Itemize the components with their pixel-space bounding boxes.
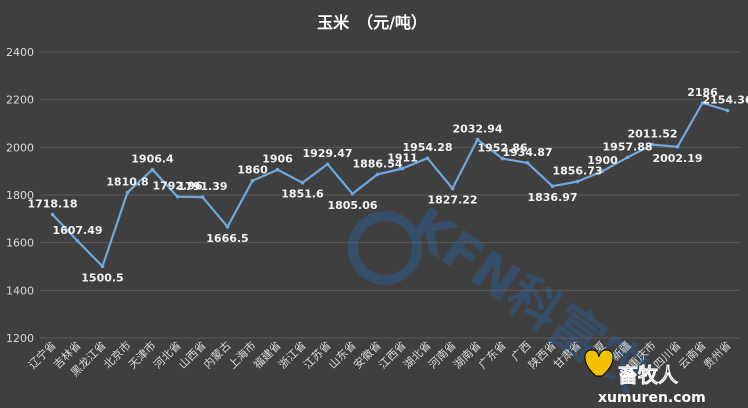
y-tick-label: 1400 <box>6 284 34 297</box>
heart-logo-icon <box>584 349 614 377</box>
data-label: 1911 <box>387 152 418 165</box>
y-tick-label: 2400 <box>6 46 34 59</box>
y-tick-label: 1800 <box>6 189 34 202</box>
corner-logo: 畜牧人 xumuren.com <box>584 349 706 406</box>
data-point <box>550 184 555 188</box>
data-point <box>600 169 605 173</box>
data-label: 2002.19 <box>652 152 702 165</box>
data-point <box>375 172 380 177</box>
data-point <box>450 186 455 191</box>
data-label: 2032.94 <box>452 122 502 135</box>
x-tick-label: 湖北省 <box>401 339 434 372</box>
data-label: 1792.96 <box>152 180 202 193</box>
data-point <box>250 178 255 183</box>
y-axis: 1200 1400 1600 1800 2000 2200 2400 <box>6 46 34 345</box>
data-label: 1934.87 <box>502 146 552 159</box>
data-point <box>75 239 80 243</box>
data-label: 1851.6 <box>281 188 324 201</box>
data-point <box>425 156 430 161</box>
data-point <box>100 264 105 269</box>
x-tick-label: 云南省 <box>676 339 709 372</box>
data-point <box>400 166 405 171</box>
y-tick-label: 1200 <box>6 332 34 345</box>
data-point <box>125 190 130 195</box>
data-label: 1791.39 <box>177 180 227 193</box>
y-tick-label: 1600 <box>6 237 34 250</box>
x-tick-label: 河南省 <box>426 339 459 372</box>
x-tick-label: 广东省 <box>476 339 509 372</box>
x-tick-label: 内蒙古 <box>200 338 233 371</box>
data-label: 1607.49 <box>52 224 102 237</box>
data-label: 1906.4 <box>131 153 174 166</box>
data-label: 1500.5 <box>81 271 123 284</box>
data-label: 1952.86 <box>477 142 527 155</box>
data-point <box>50 212 55 217</box>
x-tick-label: 浙江省 <box>276 339 309 372</box>
data-point <box>625 155 630 160</box>
x-tick-label: 河北省 <box>151 339 184 372</box>
data-label: 1929.47 <box>302 147 352 160</box>
data-point <box>150 167 155 172</box>
corner-url: xumuren.com <box>598 390 706 406</box>
chart-title: 玉米 （元/吨） <box>317 13 427 32</box>
grid <box>40 51 740 339</box>
data-label: 2154.36 <box>702 94 748 107</box>
data-label: 1805.06 <box>327 199 377 212</box>
data-label: 1836.97 <box>527 191 577 204</box>
data-label: 1860 <box>237 164 268 177</box>
corner-logo-text: 畜牧人 <box>618 363 679 387</box>
y-tick-label: 2200 <box>6 94 34 107</box>
data-point <box>725 108 730 113</box>
data-label: 1954.28 <box>402 141 452 154</box>
data-label: 1957.88 <box>602 140 652 153</box>
watermark: KFN科富农 <box>348 196 658 404</box>
data-point <box>300 180 305 185</box>
x-tick-label: 北京市 <box>100 338 133 371</box>
x-tick-label: 山西省 <box>176 339 209 372</box>
data-label: 1856.73 <box>552 164 602 177</box>
data-label: 1718.18 <box>27 198 77 211</box>
data-point <box>650 142 655 147</box>
x-tick-label: 上海市 <box>225 338 258 371</box>
data-point <box>500 156 505 161</box>
data-point <box>175 194 180 199</box>
data-label: 1886.54 <box>352 157 402 170</box>
data-label: 1810.8 <box>106 175 148 188</box>
data-label: 2011.52 <box>627 128 677 141</box>
data-point <box>700 101 705 105</box>
x-tick-label: 福建省 <box>250 338 283 371</box>
x-tick-label: 贵州省 <box>701 339 734 372</box>
data-label: 1827.22 <box>427 194 477 207</box>
data-label: 2186 <box>687 86 718 99</box>
data-point <box>475 137 480 142</box>
data-point <box>575 179 580 184</box>
watermark-logo-circle <box>348 211 422 285</box>
x-tick-label: 天津市 <box>125 338 158 371</box>
x-tick-label: 湖南省 <box>451 339 484 372</box>
x-tick-label: 山东省 <box>326 339 359 372</box>
x-tick-label: 安徽省 <box>350 338 383 371</box>
data-point <box>275 167 280 172</box>
data-label: 1900 <box>587 154 618 167</box>
x-tick-label: 江西省 <box>376 339 409 372</box>
data-point <box>200 195 205 199</box>
data-point <box>525 161 530 165</box>
data-label: 1906 <box>262 153 293 166</box>
data-label: 1666.5 <box>206 232 248 245</box>
data-labels: 1718.181607.491500.51810.81906.41792.961… <box>27 86 748 284</box>
data-point <box>225 225 230 229</box>
y-tick-label: 2000 <box>6 141 34 154</box>
series-line <box>51 101 728 268</box>
data-point <box>675 145 680 149</box>
data-point <box>350 191 355 196</box>
x-tick-label: 江苏省 <box>301 339 334 372</box>
data-points <box>50 101 730 269</box>
data-point <box>325 162 330 166</box>
